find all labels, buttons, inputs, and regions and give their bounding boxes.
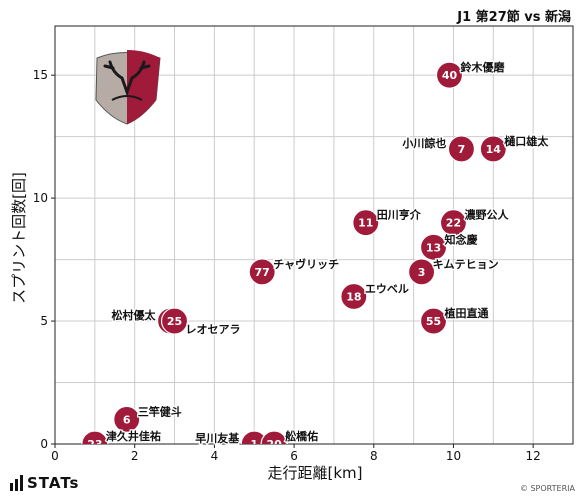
player-number-label: 11 — [358, 217, 373, 230]
y-tick-label: 5 — [40, 314, 48, 328]
player-name-label: 小川諒也 — [401, 136, 446, 150]
player-name-label: 松村優太 — [112, 308, 157, 322]
chart-title: J1 第27節 vs 新潟 — [457, 10, 571, 25]
x-tick-label: 12 — [526, 449, 541, 463]
player-name-label: 早川友基 — [195, 431, 240, 445]
player-name-label: 津久井佳祐 — [106, 429, 161, 443]
data-point — [447, 135, 476, 163]
player-number-label: 20 — [266, 438, 282, 451]
data-point — [352, 209, 380, 237]
data-point — [419, 233, 448, 261]
player-name-label: キムテヒョン — [433, 258, 499, 271]
data-point — [160, 307, 189, 335]
data-point — [419, 307, 448, 335]
data-point — [407, 258, 436, 286]
y-axis-label: スプリント回数[回] — [10, 172, 28, 304]
y-tick-label: 10 — [33, 191, 48, 205]
player-number-label: 23 — [87, 438, 102, 451]
plot-frame — [54, 25, 574, 445]
player-name-label: 樋口雄太 — [504, 134, 549, 148]
player-number-label: 25 — [167, 315, 182, 328]
player-number-label: 13 — [426, 241, 441, 254]
player-name-label: 舩橋佑 — [285, 429, 318, 443]
x-tick-label: 4 — [211, 449, 219, 463]
player-name-label: 三竿健斗 — [138, 404, 182, 418]
stats-logo-text: STATs — [27, 474, 80, 492]
data-point — [435, 61, 464, 89]
player-name-label: 田川亨介 — [377, 208, 422, 222]
y-tick-label: 15 — [33, 68, 48, 82]
credit-text: © SPORTERIA — [519, 484, 575, 493]
x-tick-label: 2 — [131, 449, 139, 463]
player-number-label: 14 — [486, 143, 502, 156]
player-name-label: レオセアラ — [186, 323, 241, 336]
data-point — [248, 258, 276, 286]
data-point — [240, 430, 268, 444]
player-name-label: エウベル — [365, 282, 409, 295]
data-points: 4071411221337718552925623120 — [81, 61, 507, 451]
player-number-label: 55 — [426, 315, 441, 328]
x-tick-label: 6 — [290, 449, 298, 463]
player-name-label: 知念慶 — [444, 232, 478, 246]
data-point — [439, 209, 468, 237]
player-number-label: 22 — [446, 217, 461, 230]
player-name-label: 植田直通 — [444, 306, 489, 320]
club-crest-icon — [95, 50, 161, 125]
player-number-label: 18 — [346, 290, 361, 303]
data-point — [260, 430, 288, 444]
player-number-label: 3 — [418, 266, 426, 279]
data-point — [81, 430, 109, 444]
x-tick-label: 10 — [446, 449, 461, 463]
player-number-label: 40 — [442, 69, 458, 82]
y-tick-label: 0 — [40, 437, 48, 451]
player-number-label: 1 — [250, 438, 258, 451]
x-axis-label: 走行距離[km] — [267, 464, 362, 482]
player-number-label: 7 — [458, 143, 466, 156]
stats-bars-icon — [10, 475, 23, 491]
player-name-label: 鈴木優磨 — [460, 60, 505, 74]
x-tick-label: 0 — [51, 449, 59, 463]
data-point — [340, 282, 368, 311]
player-number-label: 77 — [255, 266, 270, 279]
stats-logo: STATs — [10, 474, 79, 492]
data-point — [479, 135, 507, 163]
player-name-label: チャヴリッチ — [273, 257, 339, 271]
x-tick-label: 8 — [370, 449, 378, 463]
data-point — [113, 405, 141, 434]
player-name-label: 濃野公人 — [464, 208, 509, 222]
player-number-label: 6 — [123, 413, 131, 426]
